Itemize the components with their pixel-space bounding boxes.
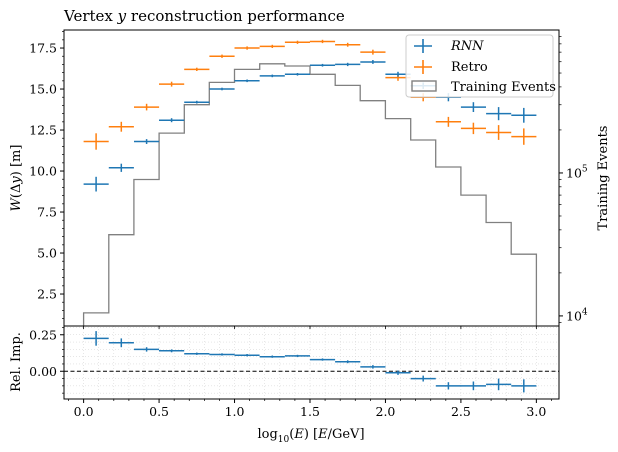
- ratio-y-tick-label-1: 0.00: [29, 364, 57, 379]
- retro-point-15: [460, 122, 486, 135]
- rnn-point-16: [486, 107, 512, 121]
- rnn-point-4: [184, 100, 210, 104]
- retro-point-3: [159, 81, 185, 87]
- legend-entry-rnn: RNN: [414, 39, 484, 54]
- rnn-point-11: [360, 60, 386, 64]
- x-tick-label-0: 0.0: [74, 404, 94, 419]
- ratio-point-15: [460, 381, 486, 391]
- ratio-point-13: [410, 375, 436, 382]
- ratio-data-markers: [83, 331, 537, 393]
- secondary-y-ticks: 104 105: [559, 36, 588, 323]
- ratio-point-6: [234, 354, 260, 357]
- training-events-step: [82, 63, 538, 326]
- retro-point-0: [83, 133, 109, 150]
- y-tick-label-0: 2.5: [37, 287, 57, 302]
- rnn-point-6: [234, 79, 260, 83]
- retro-point-2: [134, 103, 160, 111]
- ratio-point-1: [108, 338, 134, 348]
- legend: RNN Retro Training Events: [405, 34, 556, 98]
- rnn-point-7: [259, 74, 285, 78]
- retro-point-10: [335, 42, 361, 47]
- retro-point-8: [284, 40, 310, 44]
- secondary-y-axis-label: Training Events: [596, 126, 611, 231]
- y-axis-label: W(Δy) [m]: [9, 145, 24, 212]
- chart-title: Vertex y reconstruction performance: [63, 7, 345, 25]
- x-tick-label-1: 0.5: [149, 404, 169, 419]
- rnn-point-10: [335, 62, 361, 67]
- rnn-point-9: [309, 63, 336, 67]
- retro-point-1: [108, 121, 134, 132]
- legend-training-events-label: Training Events: [451, 80, 556, 95]
- x-axis-label: log10(E) [E/GeV]: [257, 427, 364, 445]
- y-tick-label-4: 12.5: [29, 123, 57, 138]
- ratio-point-10: [335, 360, 361, 364]
- ratio-y-tick-label-0: 0.25: [29, 327, 57, 342]
- retro-point-17: [511, 128, 537, 145]
- retro-point-4: [184, 67, 210, 71]
- ratio-axes-frame: [63, 325, 560, 400]
- x-tick-label-2: 1.0: [225, 404, 245, 419]
- ratio-panel: 0.25 0.00 0.0 0.5 1.0 1.5 2.0 2.5 3.0 Rel. Imp.…: [9, 325, 560, 445]
- x-tick-label-3: 1.5: [300, 404, 320, 419]
- training-events-histogram: [82, 63, 538, 326]
- retro-point-6: [234, 46, 260, 50]
- main-y-ticks: 2.5 5.0 7.5 10.0 12.5 15.0 17.5: [29, 31, 64, 319]
- legend-entry-training-events: Training Events: [411, 80, 556, 95]
- main-panel: 2.5 5.0 7.5 10.0 12.5 15.0 17.5 104 105 W(Δy) […: [9, 29, 611, 327]
- y-tick-label-6: 17.5: [29, 41, 57, 56]
- ratio-point-5: [209, 353, 235, 356]
- x-tick-label-4: 2.0: [376, 404, 396, 419]
- ratio-point-0: [83, 331, 109, 346]
- x-ticks: 0.0 0.5 1.0 1.5 2.0 2.5 3.0: [68, 326, 552, 419]
- ratio-y-axis-label: Rel. Imp.: [9, 332, 24, 392]
- retro-point-5: [209, 54, 235, 58]
- retro-point-11: [360, 49, 386, 55]
- legend-retro-label: Retro: [451, 60, 488, 75]
- legend-entry-retro: Retro: [414, 60, 488, 75]
- y-tick-label-1: 5.0: [37, 246, 57, 261]
- retro-point-7: [259, 44, 285, 48]
- rnn-point-8: [284, 73, 310, 76]
- ratio-point-2: [134, 347, 160, 352]
- legend-rnn-label: RNN: [450, 39, 484, 54]
- y-tick-label-2: 7.5: [37, 205, 57, 220]
- ratio-point-14: [435, 382, 461, 390]
- ratio-point-8: [284, 354, 310, 358]
- x-tick-label-5: 2.5: [451, 404, 471, 419]
- ratio-plot-area: [64, 326, 559, 399]
- rnn-point-1: [108, 163, 134, 172]
- rnn-point-0: [83, 176, 109, 192]
- x-tick-label-6: 3.0: [526, 404, 546, 419]
- y2-tick-label-0: 104: [566, 307, 588, 323]
- y2-tick-label-1: 105: [566, 164, 588, 180]
- ratio-y-ticks: 0.25 0.00: [29, 327, 64, 394]
- ratio-point-7: [259, 355, 285, 358]
- legend-training-events-swatch: [411, 80, 437, 92]
- retro-point-9: [309, 39, 336, 44]
- rnn-point-2: [134, 139, 160, 144]
- rnn-point-3: [159, 118, 185, 123]
- ratio-point-17: [511, 379, 537, 393]
- y-tick-label-5: 15.0: [29, 82, 57, 97]
- legend-box: [405, 34, 554, 98]
- y-tick-label-3: 10.0: [29, 164, 57, 179]
- ratio-point-9: [309, 358, 336, 361]
- rnn-point-5: [209, 87, 235, 91]
- retro-point-14: [435, 116, 461, 127]
- retro-point-16: [486, 125, 512, 140]
- rnn-point-17: [511, 107, 537, 123]
- rnn-point-15: [460, 102, 486, 112]
- ratio-point-4: [184, 352, 210, 355]
- ratio-point-12: [385, 370, 411, 375]
- main-data-markers: [83, 39, 537, 192]
- ratio-point-3: [159, 349, 185, 353]
- ratio-point-11: [360, 365, 386, 369]
- ratio-point-16: [486, 378, 512, 391]
